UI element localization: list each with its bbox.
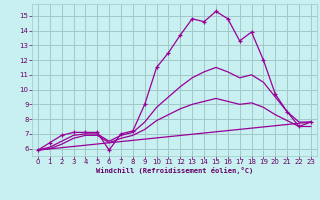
X-axis label: Windchill (Refroidissement éolien,°C): Windchill (Refroidissement éolien,°C) [96, 167, 253, 174]
